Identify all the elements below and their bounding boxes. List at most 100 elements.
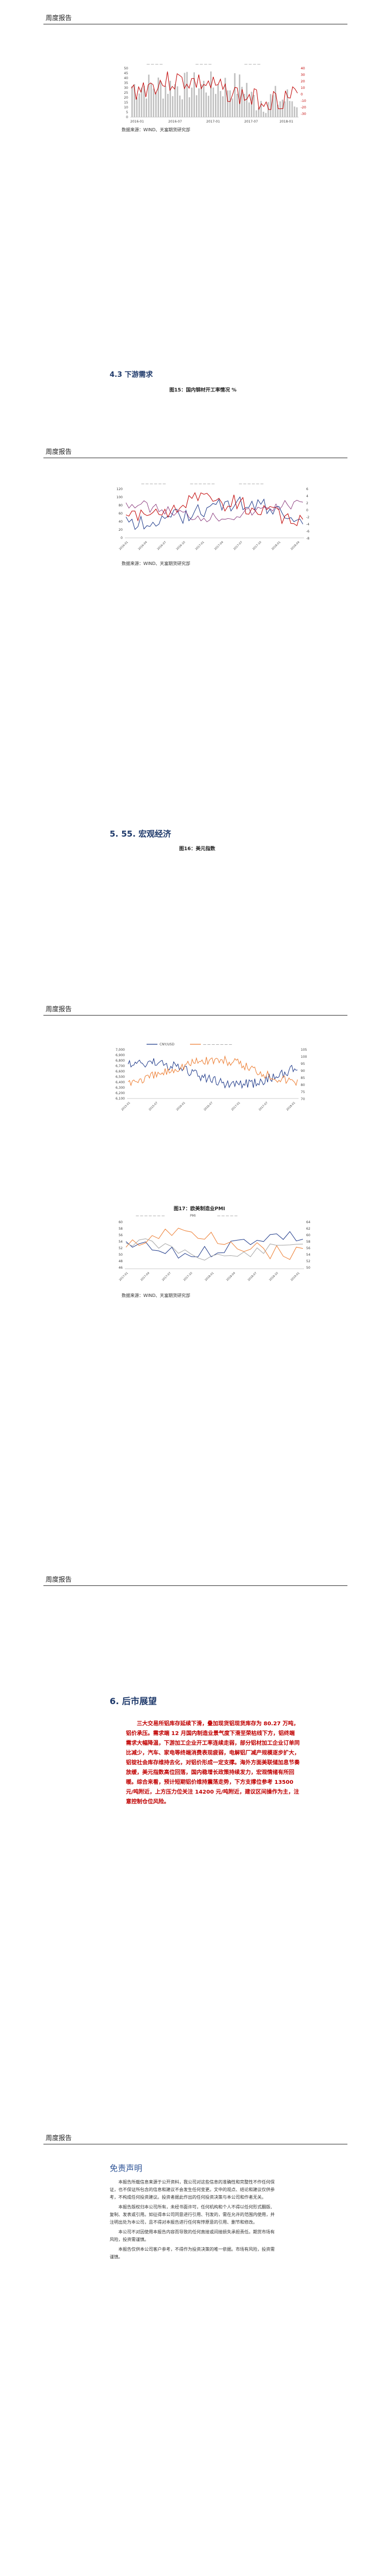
header-label: 周度报告: [46, 14, 72, 22]
legend-item: — — — —: [147, 62, 163, 66]
x-tick-label: 2017-07: [161, 1271, 172, 1282]
svg-text:5: 5: [126, 111, 128, 114]
x-tick-label: 2016-07: [157, 541, 167, 551]
x-tick-label: 2017-01: [195, 541, 205, 551]
svg-text:54: 54: [306, 1253, 311, 1257]
svg-text:10: 10: [124, 106, 128, 110]
svg-text:-8: -8: [306, 537, 309, 541]
svg-text:6,200: 6,200: [116, 1091, 125, 1095]
chart1-bar: [198, 88, 200, 117]
svg-text:70: 70: [301, 1097, 305, 1101]
chart1-bar: [143, 86, 145, 117]
chart1-bar: [236, 93, 238, 117]
chart1-bars: [131, 71, 298, 117]
svg-text:52: 52: [118, 1247, 123, 1250]
svg-text:62: 62: [306, 1227, 311, 1231]
chart1-bar: [243, 94, 245, 117]
legend-item: — — — — —: [217, 1214, 238, 1218]
chart1-bar: [131, 86, 133, 117]
chart1-bar: [258, 107, 259, 117]
chart1-source: 数据来源：WIND、天富期货研究部: [122, 127, 191, 132]
chart1-bar: [294, 106, 295, 117]
x-tick-label: 2015-07: [148, 1101, 159, 1112]
svg-text:0: 0: [121, 536, 123, 540]
x-tick-label: 2017-10: [252, 541, 262, 551]
svg-text:35: 35: [124, 81, 128, 85]
chart3-left-axis: 7,000 6,900 6,800 6,700 6,600 6,500 6,40…: [116, 1048, 125, 1101]
chart1-bar: [172, 96, 174, 117]
page-header: 周度报告: [0, 5, 380, 27]
svg-text:60: 60: [118, 1220, 123, 1224]
x-tick-label: 2018-04: [226, 1271, 236, 1282]
chart1-bar: [200, 84, 202, 117]
svg-text:54: 54: [118, 1240, 123, 1244]
legend-item: — — — —: [195, 62, 212, 66]
chart1-bar: [169, 81, 171, 117]
chart1-bar: [167, 94, 169, 117]
svg-text:80: 80: [301, 1083, 305, 1087]
svg-text:60: 60: [118, 512, 123, 516]
svg-text:30: 30: [124, 86, 128, 90]
svg-text:46: 46: [118, 1266, 123, 1270]
chart1-bar: [179, 95, 181, 117]
svg-text:-6: -6: [306, 530, 309, 534]
chart1-bar: [212, 87, 214, 117]
svg-text:6,100: 6,100: [116, 1097, 125, 1101]
legend-item: — — — — — —: [141, 482, 166, 486]
chart1-bar: [222, 96, 224, 117]
header-label: 周度报告: [46, 1576, 72, 1583]
svg-text:-2: -2: [306, 516, 309, 519]
svg-text:58: 58: [118, 1227, 123, 1231]
page-header: 周度报告: [0, 1567, 380, 1589]
svg-text:2018-01: 2018-01: [280, 120, 293, 124]
chart1-bar: [219, 91, 221, 117]
svg-text:30: 30: [301, 73, 305, 77]
chart2-right-axis: 6 4 2 0 -2 -4 -6 -8: [306, 487, 309, 541]
chart1-bar: [284, 101, 286, 117]
chart1-bar: [291, 101, 293, 117]
header-label: 周度报告: [46, 448, 72, 455]
x-tick-label: 2018-07: [247, 1271, 257, 1282]
chart1-bar: [248, 102, 250, 117]
chart1-bar: [277, 105, 278, 117]
svg-text:64: 64: [306, 1220, 311, 1224]
svg-text:0: 0: [126, 115, 128, 119]
svg-text:40: 40: [301, 67, 305, 70]
chart4-x-axis: 2017-01 2017-04 2017-07 2017-10 2018-01 2018-…: [118, 1271, 300, 1282]
chart1-bar: [183, 73, 186, 117]
chart1-bar: [191, 87, 193, 117]
x-tick-label: 2018-01: [271, 541, 281, 551]
svg-text:105: 105: [301, 1048, 307, 1052]
svg-text:50: 50: [306, 1266, 311, 1270]
chart1-bar: [270, 94, 271, 117]
header-label: 周度报告: [46, 2134, 72, 2142]
svg-text:120: 120: [117, 487, 123, 491]
svg-text:4: 4: [306, 494, 308, 498]
x-tick-label: 2018-10: [269, 1271, 279, 1282]
chart1-bar: [275, 86, 276, 117]
chart1-bar: [246, 82, 248, 117]
svg-text:-20: -20: [301, 106, 306, 110]
svg-text:7,000: 7,000: [116, 1048, 125, 1052]
svg-text:20: 20: [118, 528, 123, 532]
chart1-bar: [272, 95, 274, 117]
x-tick-label: 2017-04: [140, 1271, 150, 1282]
x-tick-label: 2017-07: [233, 541, 243, 551]
chart-line-4: — — — — — — — PMI — — — — — 60 58 56 54 …: [109, 1212, 320, 1283]
x-tick-label: 2016-07: [203, 1101, 213, 1112]
svg-text:52: 52: [306, 1260, 311, 1263]
svg-text:58: 58: [306, 1240, 311, 1244]
chart1-bar: [141, 87, 143, 117]
x-tick-label: 2015-01: [121, 1101, 131, 1112]
svg-text:40: 40: [118, 520, 123, 524]
chart1-bar: [234, 73, 236, 117]
chart3-line-series-2: [128, 1055, 298, 1087]
section-4-3-title: 4.3 下游需求: [110, 371, 153, 379]
svg-text:25: 25: [124, 91, 128, 95]
svg-text:6,900: 6,900: [116, 1053, 125, 1057]
svg-text:60: 60: [306, 1234, 311, 1237]
svg-text:20: 20: [124, 96, 128, 100]
chart1-bar: [160, 81, 162, 117]
section-6-title: 6. 后市展望: [110, 1696, 157, 1706]
svg-text:15: 15: [124, 101, 128, 105]
